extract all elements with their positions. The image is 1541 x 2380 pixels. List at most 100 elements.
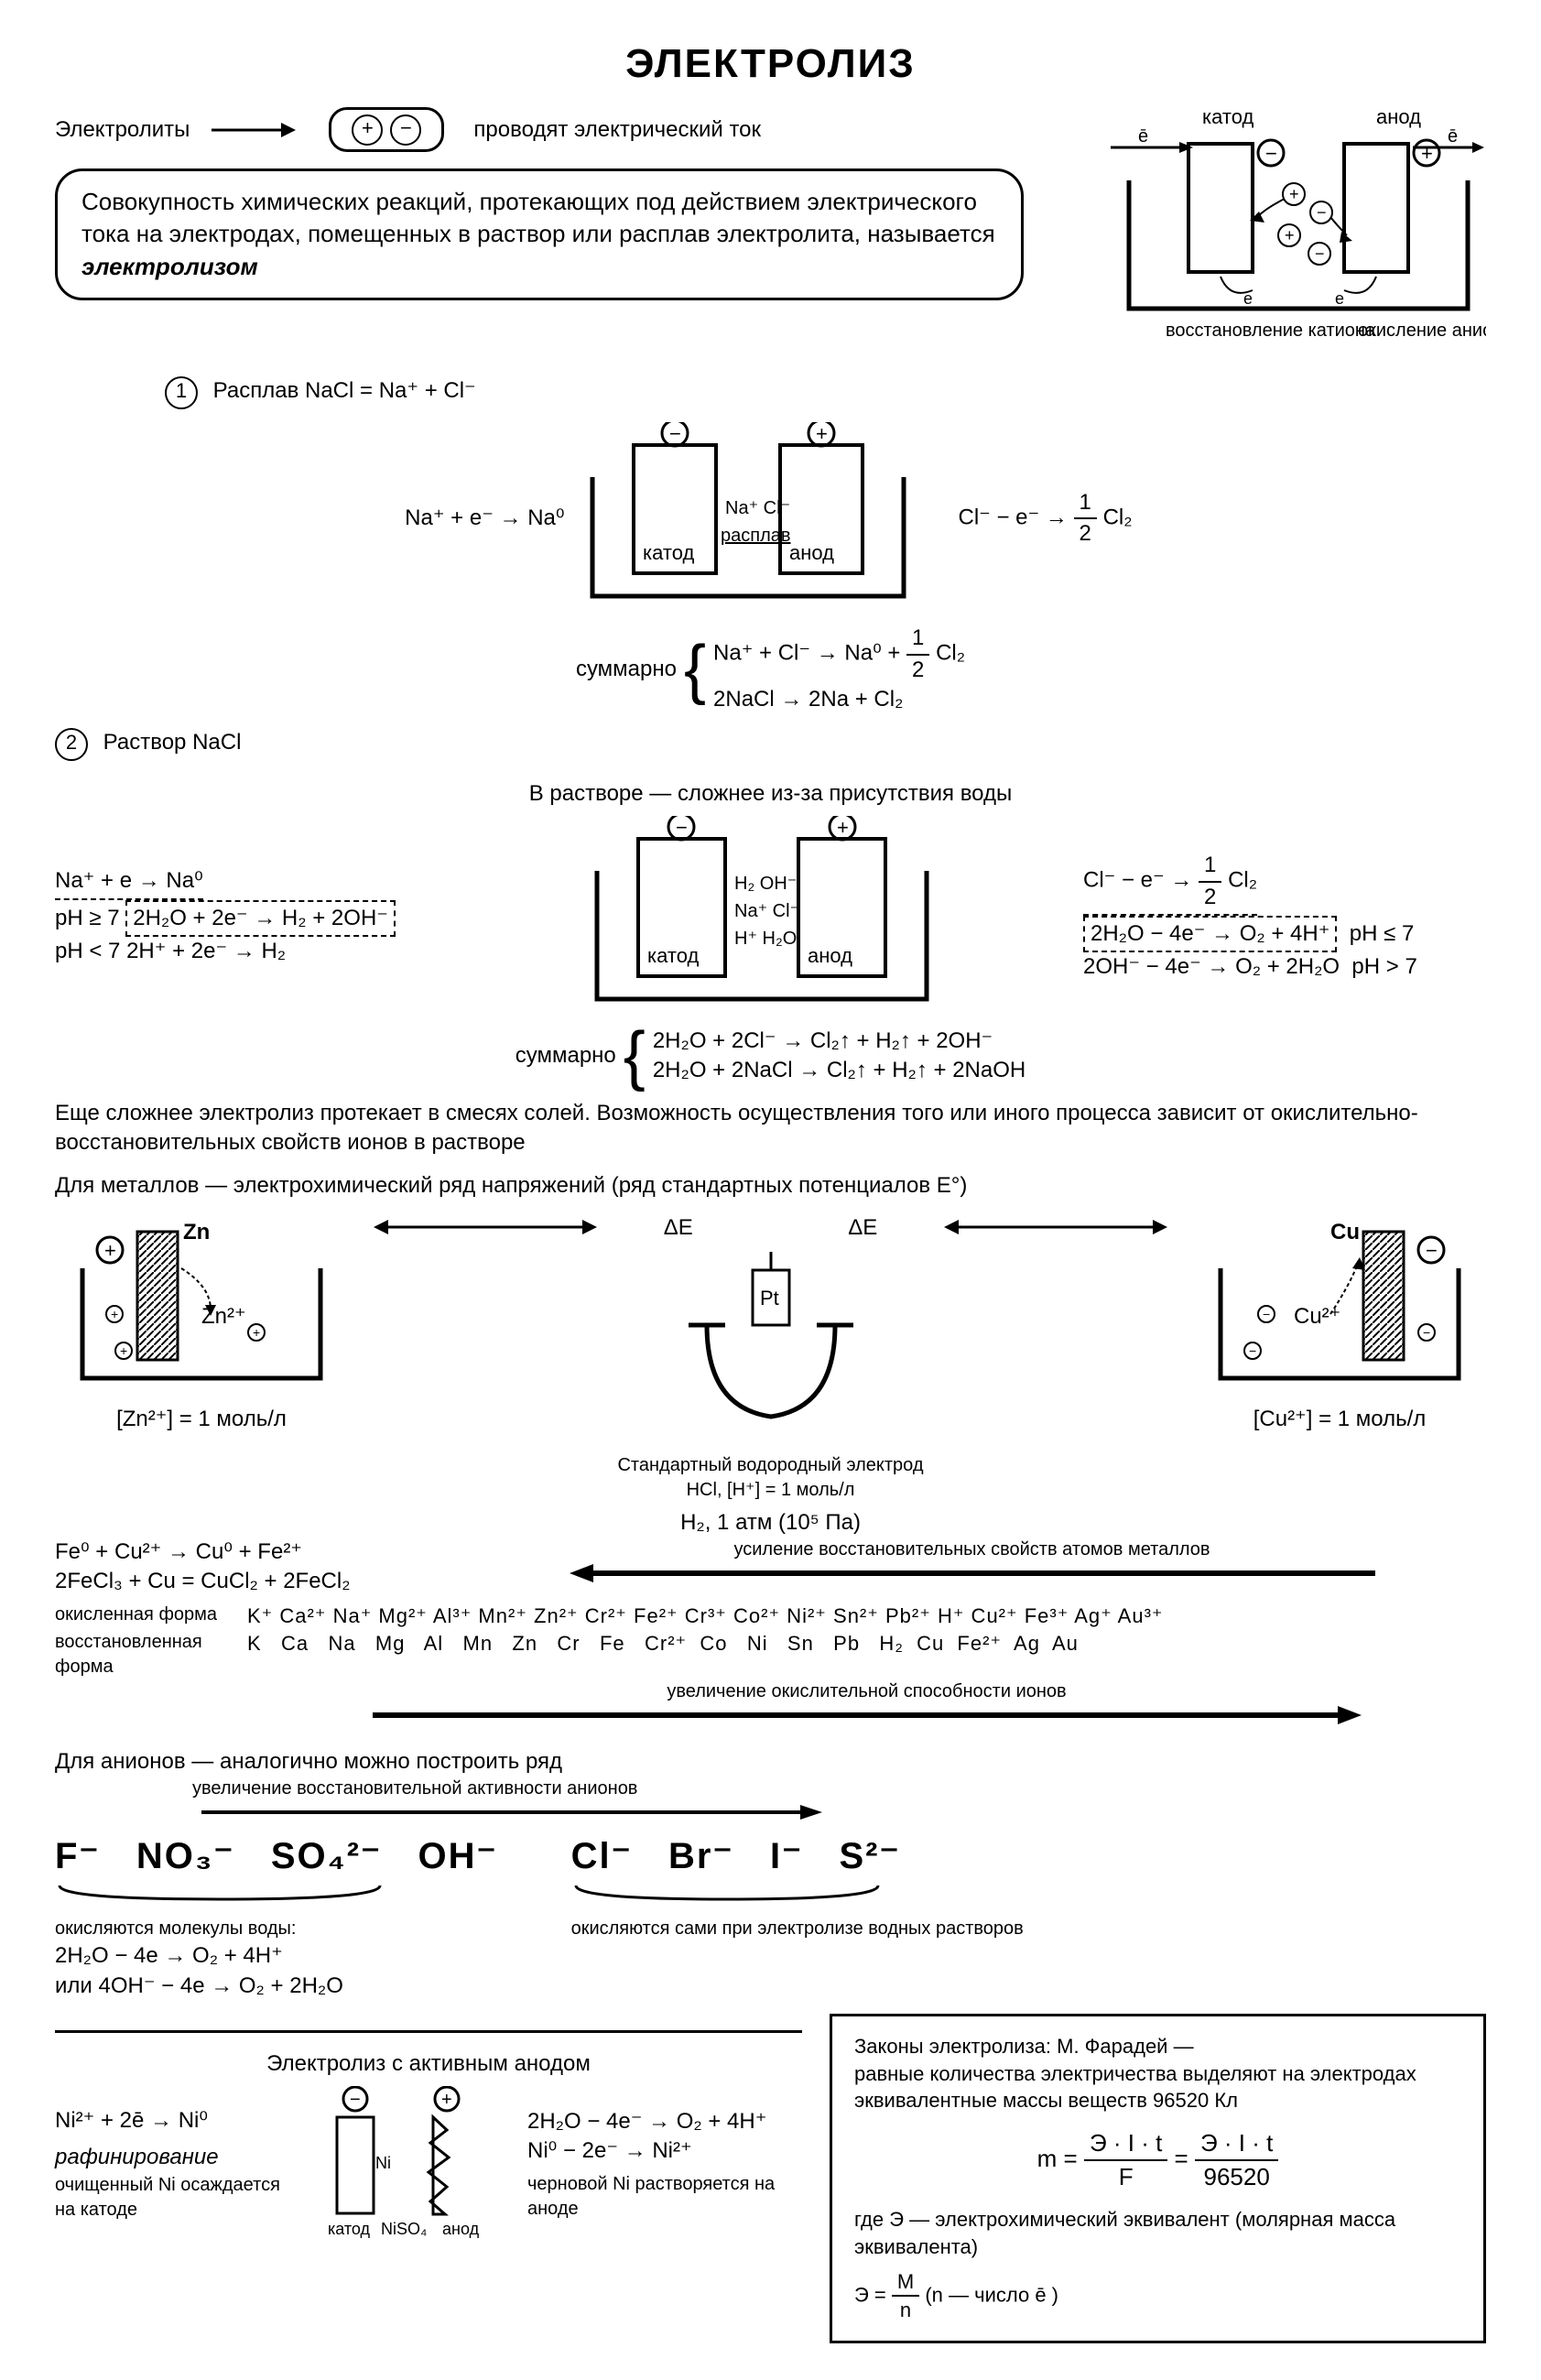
she-label: Стандартный водородный электрод HCl, [H⁺… — [615, 1453, 927, 1503]
part2-note: В растворе — сложнее из-за присутствия в… — [55, 779, 1486, 809]
potential-row: + Zn Zn²⁺ + + + [Zn²⁺] = 1 моль/л ΔE ΔE … — [55, 1213, 1486, 1538]
svg-text:Pt: Pt — [760, 1287, 779, 1310]
solution-cell-diagram: − + катод анод H₂ OH⁻ Na⁺ Cl⁻ H⁺ H₂O — [588, 816, 936, 1017]
cu-conc: [Cu²⁺] = 1 моль/л — [1193, 1405, 1486, 1434]
anion-eq2: или 4OH⁻ − 4e → O₂ + 2H₂O — [55, 1972, 1486, 2001]
svg-text:−: − — [676, 816, 688, 839]
faraday-head: Законы электролиза: М. Фарадей — — [854, 2035, 1194, 2058]
anions-line2: увеличение восстановительной активности … — [192, 1777, 1486, 1801]
conduct-label: проводят электрический ток — [473, 115, 761, 145]
red-row: восстановленная форма K Ca Na Mg Al Mn Z… — [55, 1630, 1486, 1679]
arrow-left-icon — [366, 1213, 604, 1241]
svg-text:ē: ē — [1138, 126, 1148, 147]
header-row: Электролиты +− проводят электрический то… — [55, 107, 1486, 364]
delta-e-2: ΔE — [848, 1213, 877, 1243]
electrolytes-label: Электролиты — [55, 115, 190, 145]
ion-power-label: увеличение окислительной способности ион… — [247, 1679, 1486, 1704]
svg-text:−: − — [350, 2090, 361, 2110]
top-cell-diagram: катод анод − + ē ē + − + − e e восстанов… — [1101, 107, 1486, 364]
svg-text:катод: катод — [643, 541, 694, 564]
ion-power-row: увеличение окислительной способности ион… — [55, 1679, 1486, 1734]
red-label: восстановленная форма — [55, 1630, 229, 1679]
svg-text:+: + — [441, 2090, 452, 2110]
melt-cell-diagram: − + катод анод Na⁺ Cl⁻ расплав — [583, 422, 913, 614]
page-title: ЭЛЕКТРОЛИЗ — [55, 37, 1486, 91]
anion-section: Для анионов — аналогично можно построить… — [55, 1747, 1486, 2001]
aa-an-eq2: Ni⁰ − 2e⁻ → Ni²⁺ — [527, 2136, 802, 2166]
active-anode-diagram: − + Ni катод NiSO₄ анод — [309, 2086, 511, 2242]
part1-title: Расплав NaCl = Na⁺ + Cl⁻ — [213, 378, 476, 403]
svg-text:NiSO₄: NiSO₄ — [381, 2220, 427, 2238]
svg-text:+: + — [120, 1343, 127, 1358]
active-anode-title: Электролиз с активным анодом — [55, 2049, 802, 2079]
definition-box: Совокупность химических реакций, протека… — [55, 168, 1024, 299]
anion-group2: Cl⁻ Br⁻ I⁻ S²⁻ — [571, 1831, 1024, 1881]
svg-text:катод: катод — [647, 944, 699, 967]
anion-arrow-icon — [192, 1802, 833, 1822]
part2-right-eqs: Cl⁻ − e⁻ → 12 Cl₂ 2H₂O − 4e⁻ → O₂ + 4H⁺ … — [1083, 851, 1486, 983]
svg-text:анод: анод — [789, 541, 834, 564]
svg-text:+: + — [1289, 185, 1299, 203]
svg-text:e: e — [1243, 289, 1253, 308]
pot-eq2: 2FeCl₃ + Cu = CuCl₂ + 2FeCl₂ — [55, 1567, 440, 1596]
metals-strength: усиление восстановительных свойств атомо… — [458, 1538, 1486, 1562]
divider — [55, 2030, 802, 2033]
definition-em: электролизом — [81, 253, 258, 280]
svg-text:Ni: Ni — [375, 2154, 391, 2172]
svg-text:H⁺ H₂O: H⁺ H₂O — [734, 929, 797, 949]
part2: 2 Раствор NaCl В растворе — сложнее из-з… — [55, 728, 1486, 1086]
ox-row: окисленная форма K⁺ Ca²⁺ Na⁺ Mg²⁺ Al³⁺ M… — [55, 1603, 1486, 1630]
svg-text:−: − — [1426, 1239, 1438, 1262]
svg-text:Na⁺ Cl⁻: Na⁺ Cl⁻ — [725, 498, 790, 518]
complex-text: Еще сложнее электролиз протекает в смеся… — [55, 1099, 1486, 1158]
faraday-box: Законы электролиза: М. Фарадей — равные … — [830, 2014, 1486, 2343]
ox-series: K⁺ Ca²⁺ Na⁺ Mg²⁺ Al³⁺ Mn²⁺ Zn²⁺ Cr²⁺ Fe²… — [247, 1603, 1486, 1630]
svg-text:+: + — [837, 816, 849, 839]
she-diagram: Pt — [634, 1243, 908, 1444]
zn-conc: [Zn²⁺] = 1 моль/л — [55, 1405, 348, 1434]
delta-e-1: ΔE — [664, 1213, 693, 1243]
post-potential-row: Fe⁰ + Cu²⁺ → Cu⁰ + Fe²⁺ 2FeCl₃ + Cu = Cu… — [55, 1538, 1486, 1597]
svg-text:H₂ OH⁻: H₂ OH⁻ — [734, 874, 797, 894]
svg-text:e: e — [1335, 289, 1344, 308]
anion-note2: окисляются сами при электролизе водных р… — [571, 1917, 1024, 1941]
part1-anode-eq: Cl⁻ − e⁻ → 12 Cl₂ — [931, 488, 1252, 549]
arrow-left-long-icon — [560, 1562, 1384, 1584]
svg-text:Zn: Zn — [183, 1220, 210, 1244]
svg-text:Na⁺ Cl⁻: Na⁺ Cl⁻ — [734, 901, 799, 921]
anions-line1: Для анионов — аналогично можно построить… — [55, 1747, 1486, 1777]
underbrace-2 — [571, 1881, 883, 1908]
svg-text:−: − — [1263, 1307, 1270, 1321]
aa-cath-eq: Ni²⁺ + 2ē → Ni⁰ — [55, 2106, 293, 2135]
anode-label: анод — [1376, 107, 1421, 128]
faraday-body: равные количества электричества выделяют… — [854, 2060, 1461, 2114]
definition-text: Совокупность химических реакций, протека… — [81, 188, 995, 247]
svg-text:катод: катод — [328, 2220, 371, 2238]
svg-text:+: + — [111, 1307, 118, 1321]
ox-label: окисленная форма — [55, 1603, 229, 1627]
aa-an-eq1: 2H₂O − 4e⁻ → O₂ + 4H⁺ — [527, 2107, 802, 2136]
svg-text:+: + — [104, 1239, 116, 1262]
part2-title: Раствор NaCl — [103, 730, 242, 755]
svg-text:анод: анод — [808, 944, 852, 967]
svg-text:+: + — [1421, 142, 1433, 165]
svg-text:ē: ē — [1448, 126, 1458, 147]
underbrace-1 — [55, 1881, 385, 1908]
svg-text:окисление аниона: окисление аниона — [1358, 321, 1486, 341]
svg-text:Cu: Cu — [1330, 1220, 1360, 1244]
part1-num: 1 — [165, 376, 198, 409]
svg-text:−: − — [1249, 1343, 1256, 1358]
arrow-icon — [208, 119, 299, 141]
summary-label: суммарно — [576, 655, 677, 684]
part2-num: 2 — [55, 728, 88, 761]
charge-box: +− — [329, 107, 444, 152]
bottom-row: Электролиз с активным анодом Ni²⁺ + 2ē →… — [55, 2014, 1486, 2343]
anion-group1: F⁻ NO₃⁻ SO₄²⁻ OH⁻ — [55, 1831, 498, 1881]
red-series: K Ca Na Mg Al Mn Zn Cr Fe Cr²⁺ Co Ni Sn … — [247, 1630, 1486, 1657]
arrow-right-long-icon — [364, 1704, 1371, 1726]
anion-eq1: 2H₂O − 4e → O₂ + 4H⁺ — [55, 1941, 1486, 1971]
part2-left-eqs: Na⁺ + e → Na⁰ pH ≥ 7 2H₂O + 2e⁻ → H₂ + 2… — [55, 866, 440, 966]
svg-text:анод: анод — [442, 2220, 480, 2238]
svg-text:+: + — [1285, 226, 1295, 245]
anion-note1: окисляются молекулы воды: — [55, 1917, 498, 1941]
